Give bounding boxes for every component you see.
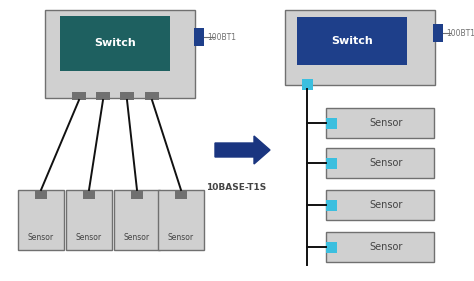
FancyBboxPatch shape <box>326 241 337 253</box>
FancyBboxPatch shape <box>302 79 313 90</box>
Text: Sensor: Sensor <box>369 200 403 210</box>
FancyBboxPatch shape <box>72 92 86 100</box>
FancyBboxPatch shape <box>66 190 112 250</box>
FancyBboxPatch shape <box>433 24 443 42</box>
FancyBboxPatch shape <box>297 17 407 65</box>
FancyBboxPatch shape <box>83 190 95 199</box>
FancyBboxPatch shape <box>326 108 434 138</box>
FancyBboxPatch shape <box>326 117 337 128</box>
FancyBboxPatch shape <box>194 28 204 46</box>
FancyBboxPatch shape <box>60 16 170 71</box>
FancyBboxPatch shape <box>96 92 110 100</box>
Text: Sensor: Sensor <box>369 242 403 252</box>
Text: Switch: Switch <box>331 36 373 46</box>
FancyBboxPatch shape <box>326 157 337 169</box>
Text: Switch: Switch <box>94 38 136 49</box>
FancyBboxPatch shape <box>114 190 160 250</box>
Polygon shape <box>215 136 270 164</box>
Text: 100BT1: 100BT1 <box>446 28 474 37</box>
FancyBboxPatch shape <box>326 190 434 220</box>
Text: Sensor: Sensor <box>369 118 403 128</box>
FancyBboxPatch shape <box>326 232 434 262</box>
FancyBboxPatch shape <box>18 190 64 250</box>
FancyBboxPatch shape <box>45 10 195 98</box>
Text: 10BASE-T1S: 10BASE-T1S <box>206 183 266 192</box>
Text: Sensor: Sensor <box>28 234 54 243</box>
FancyBboxPatch shape <box>158 190 204 250</box>
FancyBboxPatch shape <box>131 190 143 199</box>
Text: Sensor: Sensor <box>124 234 150 243</box>
Text: Sensor: Sensor <box>76 234 102 243</box>
FancyBboxPatch shape <box>326 200 337 210</box>
Text: Sensor: Sensor <box>168 234 194 243</box>
FancyBboxPatch shape <box>35 190 47 199</box>
FancyBboxPatch shape <box>326 148 434 178</box>
Text: 100BT1: 100BT1 <box>207 33 236 42</box>
FancyBboxPatch shape <box>145 92 159 100</box>
FancyBboxPatch shape <box>285 10 435 85</box>
FancyBboxPatch shape <box>120 92 134 100</box>
FancyBboxPatch shape <box>175 190 187 199</box>
Text: Sensor: Sensor <box>369 158 403 168</box>
